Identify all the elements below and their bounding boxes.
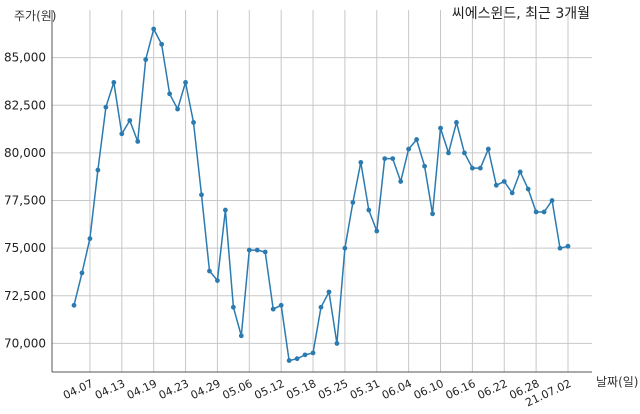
x-tick-label: 05.25 [316,377,350,402]
data-point [446,150,451,156]
data-point [262,249,268,255]
data-point [278,302,284,308]
data-point [334,341,340,346]
data-point [493,182,499,188]
data-point [366,207,372,213]
line-layer [73,27,569,362]
data-point [191,120,196,125]
data-point [79,270,85,276]
data-point [438,125,443,131]
data-point [111,80,117,85]
y-axis-label: 주가(원) [14,9,56,23]
data-point [119,131,125,137]
price-series-line [73,27,569,362]
data-point [509,190,515,196]
point-layer [71,26,571,363]
x-tick-label: 04.07 [61,377,95,402]
data-point [358,160,364,165]
data-point [215,278,220,283]
x-tick-label: 06.22 [475,377,509,402]
data-point [462,150,467,156]
data-point [254,247,260,253]
y-tick-label: 75,000 [4,241,46,255]
data-point [533,209,539,215]
data-point [310,350,316,356]
data-point [71,302,77,308]
data-point [326,289,332,295]
data-point [246,247,252,253]
data-point [390,156,396,162]
data-point [183,80,188,85]
data-point [477,165,483,171]
data-point [294,356,300,362]
data-point [350,200,356,205]
x-axis-label: 날짜(일) [596,375,638,389]
data-point [207,268,212,274]
data-point [318,304,324,310]
data-point [175,106,180,112]
data-point [151,26,157,32]
data-point [501,179,507,184]
data-point [549,198,555,203]
y-tick-label: 77,500 [4,194,46,208]
data-point [143,57,149,62]
data-point [557,245,563,251]
data-point [159,41,165,47]
x-tick-label: 04.23 [157,377,191,402]
data-point [422,163,427,169]
data-point [398,179,404,184]
data-point [270,306,276,312]
data-point [525,186,531,192]
data-point [565,243,571,249]
y-tick-label: 85,000 [4,51,46,65]
data-point [286,358,292,363]
x-tick-label: 04.13 [93,377,127,402]
x-tick-label: 06.04 [380,377,414,402]
data-point [485,146,491,152]
data-point [199,192,204,198]
data-point [302,352,308,358]
data-point [95,167,101,173]
data-point [342,245,348,251]
data-point [382,156,388,162]
y-tick-label: 72,500 [4,289,46,303]
x-tick-label: 05.06 [221,377,255,402]
data-point [406,146,412,152]
data-point [230,304,236,310]
x-tick-label: 05.31 [348,377,382,402]
data-point [127,118,133,123]
data-point [87,236,93,242]
chart-title: 씨에스윈드, 최근 3개월 [452,6,590,22]
data-point [541,209,547,215]
data-point [517,169,523,175]
grid-layer [52,10,592,372]
x-tick-label: 06.10 [412,377,446,402]
data-point [222,207,228,213]
x-tick-label: 05.18 [284,377,318,402]
y-tick-label: 80,000 [4,146,46,160]
data-point [469,165,475,171]
data-point [430,211,435,217]
x-tick-label: 06.16 [444,377,478,402]
x-tick-label: 04.29 [189,377,223,402]
y-tick-label: 82,500 [4,98,46,112]
x-tick-label: 05.12 [252,377,286,402]
data-point [454,120,459,125]
data-point [103,104,109,110]
data-point [135,139,141,144]
data-point [374,228,380,234]
x-tick-label: 04.19 [125,377,159,402]
data-point [414,137,420,142]
data-point [238,333,244,339]
y-tick-label: 70,000 [4,336,46,350]
data-point [167,91,173,97]
